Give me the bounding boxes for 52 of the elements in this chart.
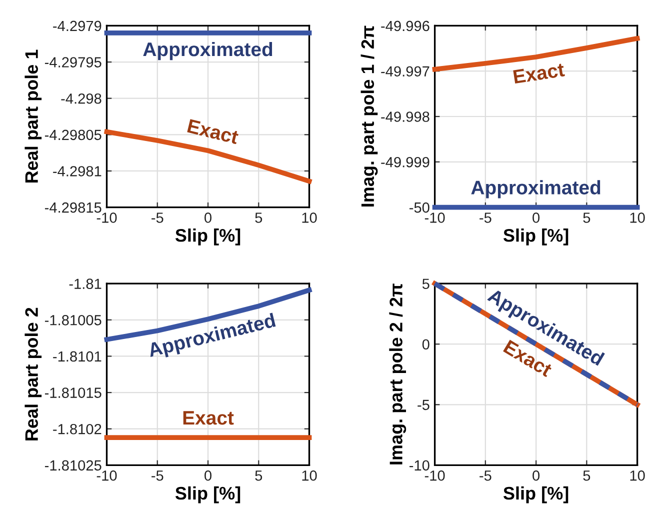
y-tick-label: -1.81015: [44, 388, 102, 398]
series-label: Approximated: [471, 180, 600, 198]
x-tick-label: -5: [152, 470, 164, 481]
y-axis-title: Imag. part pole 1 / 2π: [360, 26, 378, 206]
x-axis-title: Slip [%]: [503, 228, 568, 246]
x-tick-label: 0: [204, 212, 212, 223]
y-axis-title: Imag. part pole 2 / 2π: [389, 284, 406, 464]
x-tick-label: 10: [302, 212, 317, 223]
series-label: Exact: [183, 411, 234, 425]
y-tick-label: -4.29815: [44, 202, 102, 213]
x-tick-label: -5: [152, 212, 164, 223]
x-tick-label: 0: [532, 212, 540, 223]
x-tick-label: 10: [302, 470, 317, 481]
y-tick-label: -1.8101: [53, 351, 102, 362]
y-tick-label: -4.29805: [44, 130, 102, 140]
y-axis-title: Real part pole 2: [24, 308, 42, 440]
x-axis-title: Slip [%]: [503, 486, 568, 504]
series-label: Approximated: [143, 42, 272, 60]
x-tick-label: -10: [96, 470, 117, 481]
y-tick-label: 0: [422, 339, 430, 350]
x-tick-label: -10: [96, 212, 117, 223]
y-tick-label: -1.81: [69, 278, 102, 289]
x-tick-label: -5: [480, 470, 492, 481]
x-axis-title: Slip [%]: [175, 228, 240, 246]
x-tick-label: 10: [630, 470, 645, 481]
x-axis-title: Slip [%]: [175, 486, 240, 504]
x-tick-label: 5: [583, 470, 590, 481]
y-axis-title: Real part pole 1: [24, 50, 42, 183]
y-tick-label: -49.999: [381, 157, 430, 168]
x-tick-label: -5: [480, 212, 492, 223]
y-tick-label: -1.8102: [53, 424, 102, 434]
x-tick-label: 10: [630, 212, 645, 223]
y-tick-label: -4.29795: [44, 57, 102, 68]
x-tick-label: 0: [204, 470, 212, 481]
y-tick-label: 5: [422, 278, 430, 289]
x-tick-label: 5: [255, 470, 262, 481]
y-tick-label: -5: [418, 400, 430, 410]
x-tick-label: 0: [532, 470, 540, 481]
y-tick-label: -1.81005: [44, 314, 102, 326]
y-tick-label: -4.298: [61, 93, 102, 104]
y-tick-label: -49.998: [381, 112, 430, 122]
y-tick-label: -10: [410, 460, 430, 471]
y-tick-label: -50: [410, 202, 430, 213]
y-tick-label: -49.996: [381, 20, 430, 32]
y-tick-label: -4.2979: [53, 20, 102, 32]
y-tick-label: -1.81025: [44, 460, 102, 471]
y-tick-label: -49.997: [381, 66, 430, 77]
text: Exact: [513, 62, 565, 84]
y-tick-label: -4.2981: [53, 166, 102, 176]
text: Exact: [187, 119, 240, 144]
x-tick-label: 5: [255, 212, 262, 223]
x-tick-label: 5: [583, 212, 590, 223]
